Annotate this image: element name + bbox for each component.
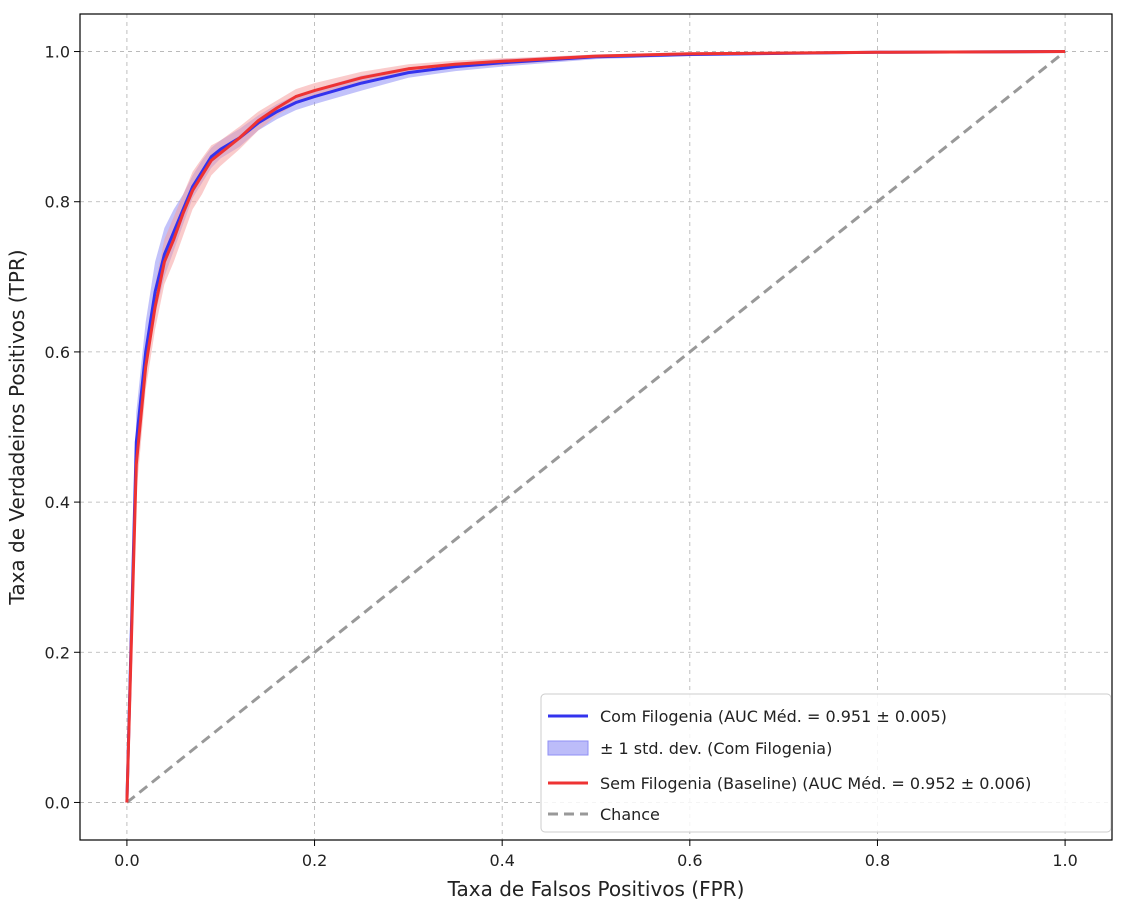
y-tick-label: 0.4 <box>45 493 70 512</box>
x-tick-label: 0.8 <box>865 851 890 870</box>
legend-swatch-std-dev <box>547 740 589 756</box>
legend-label-std-dev: ± 1 std. dev. (Com Filogenia) <box>600 739 832 758</box>
y-tick-label: 0.2 <box>45 643 70 662</box>
y-tick-label: 1.0 <box>45 43 70 62</box>
x-tick-label: 0.0 <box>114 851 139 870</box>
x-tick-label: 1.0 <box>1052 851 1077 870</box>
y-tick-label: 0.6 <box>45 343 70 362</box>
legend-box <box>540 693 1112 833</box>
plot-frame <box>79 13 1113 841</box>
series-line-1 <box>125 50 1066 803</box>
y-tick-label: 0.0 <box>45 793 70 812</box>
legend-label-sem-filogenia: Sem Filogenia (Baseline) (AUC Méd. = 0.9… <box>600 774 1031 793</box>
y-tick-label: 0.8 <box>45 193 70 212</box>
x-tick-label: 0.4 <box>489 851 514 870</box>
legend-label-com-filogenia: Com Filogenia (AUC Méd. = 0.951 ± 0.005) <box>600 707 947 726</box>
x-tick-label: 0.6 <box>677 851 702 870</box>
series-lines <box>125 50 1067 804</box>
series-line-2 <box>125 50 1067 804</box>
x-tick-label: 0.2 <box>302 851 327 870</box>
legend-label-chance: Chance <box>600 805 660 824</box>
y-axis-label: Taxa de Verdadeiros Positivos (TPR) <box>5 249 29 605</box>
ticks: 0.0 0.2 0.4 0.6 0.8 1.0 0.0 0.2 0.4 0.6 0.8 1.0 <box>45 43 1078 870</box>
x-axis-label: Taxa de Falsos Positivos (FPR) <box>447 877 745 901</box>
legend: Com Filogenia (AUC Méd. = 0.951 ± 0.005)… <box>540 693 1112 833</box>
